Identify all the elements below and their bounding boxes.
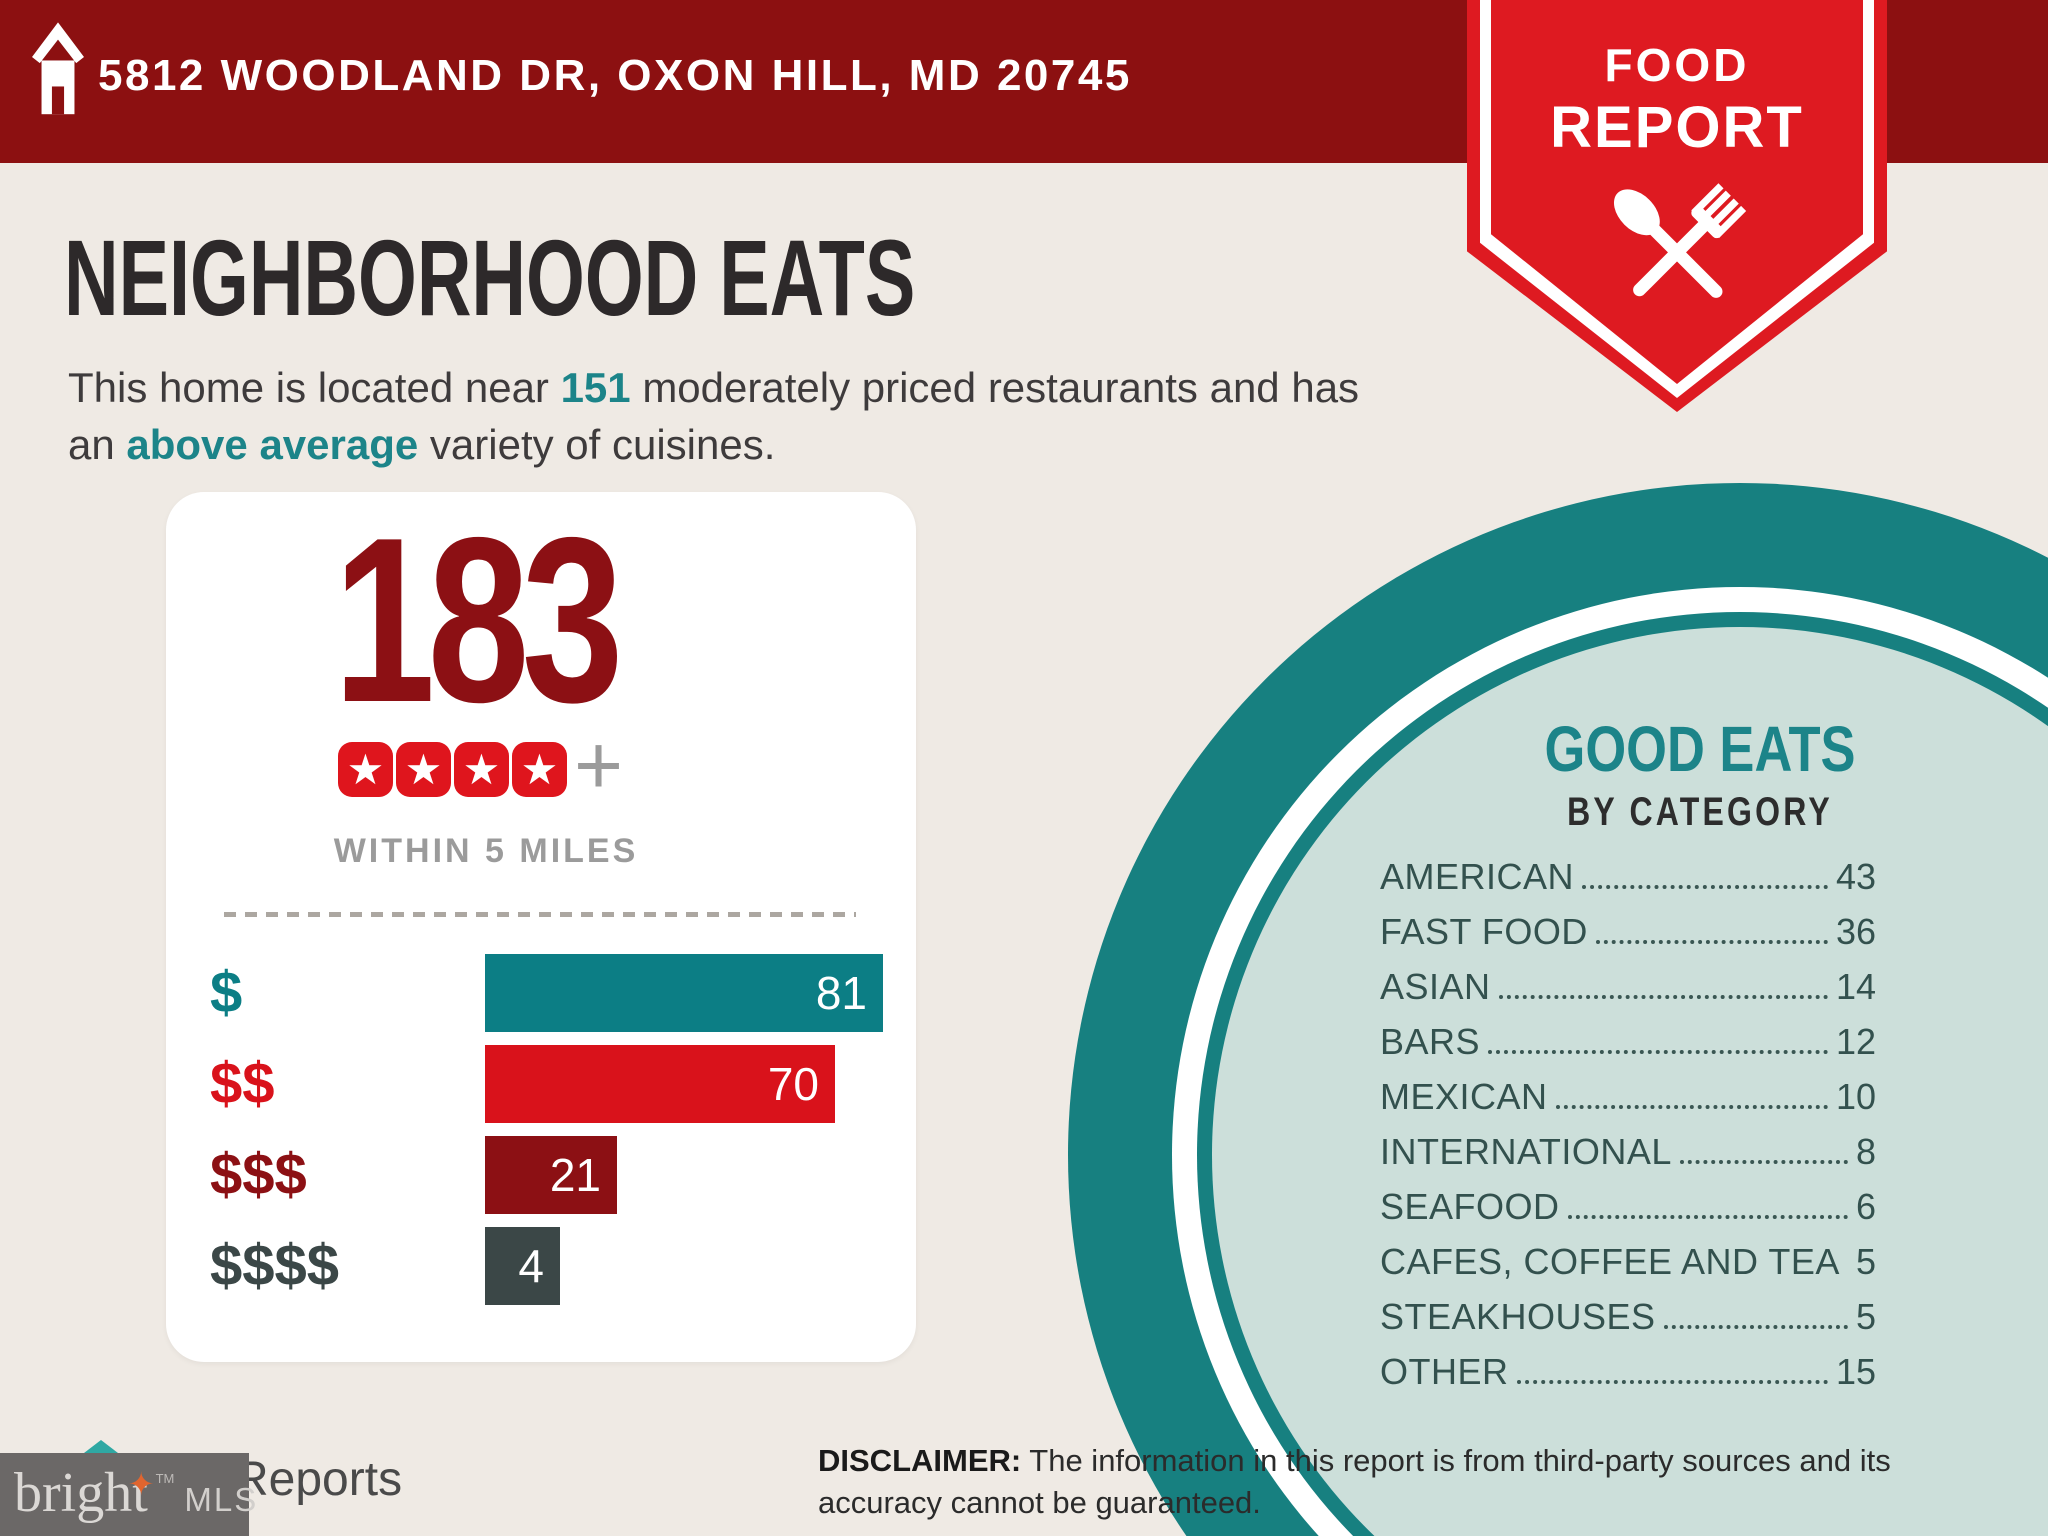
- subtitle-text: variety of cuisines.: [418, 420, 776, 468]
- category-label: ASIAN: [1380, 966, 1491, 1007]
- dotted-leader: [1663, 1325, 1848, 1329]
- star-icon: ★: [338, 742, 393, 797]
- property-address: 5812 WOODLAND DR, OXON HILL, MD 20745: [98, 51, 1132, 100]
- price-bar-value: 21: [549, 1149, 601, 1201]
- price-bar: 21: [485, 1136, 617, 1214]
- category-value: 10: [1835, 1076, 1876, 1117]
- price-bar-row: $$$ 21: [166, 1136, 916, 1214]
- category-label: CAFES, COFFEE AND TEA: [1380, 1241, 1840, 1282]
- subtitle-text: moderately priced restaurants and has an: [68, 364, 1360, 468]
- disclaimer-label: DISCLAIMER:: [818, 1443, 1022, 1478]
- category-value: 6: [1855, 1186, 1876, 1227]
- category-value: 15: [1835, 1351, 1876, 1392]
- dotted-leader: [1516, 1380, 1828, 1384]
- price-bar: 81: [485, 954, 883, 1032]
- star-rating: ★ ★ ★ ★: [338, 742, 567, 797]
- disclaimer-text1: The information in this report is from t…: [1021, 1443, 1891, 1478]
- spoon-fork-crossed-icon: [1613, 183, 1747, 298]
- category-row: AMERICAN 43: [1380, 856, 1876, 911]
- restaurant-count: 183: [333, 488, 623, 751]
- category-label: BARS: [1380, 1021, 1481, 1062]
- category-value: 14: [1835, 966, 1876, 1007]
- category-label: AMERICAN: [1380, 856, 1575, 897]
- category-value: 12: [1835, 1021, 1876, 1062]
- price-bar-value: 81: [815, 967, 867, 1019]
- dotted-leader: [1595, 940, 1828, 944]
- category-value: 36: [1835, 911, 1876, 952]
- price-level-label: $$: [210, 1051, 275, 1116]
- page-subtitle: This home is located near 151 moderately…: [68, 360, 1408, 473]
- category-value: 5: [1855, 1296, 1876, 1337]
- good-eats-heading: GOOD EATS BY CATEGORY: [1420, 712, 1980, 835]
- disclaimer-line2: accuracy cannot be guaranteed.: [818, 1484, 1261, 1520]
- restaurant-summary-card: 183 ★ ★ ★ ★ + WITHIN 5 MILES $81 $$ 70 $$$ 21 $$…: [166, 492, 916, 1362]
- home-icon: [32, 22, 84, 115]
- category-label: OTHER: [1380, 1351, 1509, 1392]
- price-bar: 4: [485, 1227, 560, 1305]
- category-value: 43: [1835, 856, 1876, 897]
- bright-wordmark: bright: [14, 1462, 148, 1524]
- category-row: STEAKHOUSES 5: [1380, 1296, 1876, 1351]
- price-bar: 70: [485, 1045, 835, 1123]
- dotted-leader: [1488, 1050, 1828, 1054]
- radius-note: WITHIN 5 MILES: [333, 832, 639, 870]
- price-bar-row: $$$$ 4: [166, 1227, 916, 1305]
- subtitle-highlight: above average: [126, 420, 419, 468]
- star-icon: ★: [454, 742, 509, 797]
- subtitle-text: This home is located near: [68, 364, 561, 411]
- star-icon: ★: [512, 742, 567, 797]
- category-label: INTERNATIONAL: [1380, 1131, 1672, 1172]
- bright-mls-watermark: bright ✦ TM MLS: [0, 1453, 256, 1536]
- star-icon: ★: [396, 742, 451, 797]
- good-eats-title: GOOD EATS: [1544, 713, 1856, 785]
- reports-logo-text: Reports: [234, 1453, 403, 1506]
- category-row: INTERNATIONAL 8: [1380, 1131, 1876, 1186]
- price-bar-row: $$ 70: [166, 1045, 916, 1123]
- reports-logo-roof-icon: [84, 1440, 118, 1453]
- dotted-leader: [1582, 885, 1828, 889]
- category-row: OTHER 15: [1380, 1351, 1876, 1406]
- dashed-divider: [224, 912, 856, 917]
- category-label: FAST FOOD: [1380, 911, 1588, 952]
- dotted-leader: [1679, 1160, 1848, 1164]
- category-label: SEAFOOD: [1380, 1186, 1560, 1227]
- dotted-leader: [1567, 1215, 1848, 1219]
- price-level-label: $: [210, 960, 243, 1025]
- ribbon-title-line1: FOOD: [1604, 39, 1750, 91]
- category-row: BARS 12: [1380, 1021, 1876, 1076]
- price-bar-value: 70: [767, 1058, 819, 1110]
- disclaimer: DISCLAIMER: The information in this repo…: [818, 1440, 1958, 1524]
- price-level-label: $$$: [210, 1142, 307, 1207]
- rating-plus-sign: +: [574, 718, 624, 812]
- dotted-leader: [1498, 995, 1828, 999]
- category-label: STEAKHOUSES: [1380, 1296, 1656, 1337]
- category-value: 8: [1855, 1131, 1876, 1172]
- category-label: MEXICAN: [1380, 1076, 1548, 1117]
- mls-label: MLS: [184, 1481, 259, 1518]
- subtitle-highlight: 151: [560, 364, 631, 411]
- page-title: NEIGHBORHOOD EATS: [64, 217, 916, 338]
- category-row: ASIAN 14: [1380, 966, 1876, 1021]
- price-bar-value: 4: [518, 1240, 544, 1292]
- category-row: SEAFOOD 6: [1380, 1186, 1876, 1241]
- category-list: AMERICAN 43 FAST FOOD 36 ASIAN 14 BARS 12 MEXICA…: [1380, 856, 1876, 1406]
- trademark-symbol: TM: [155, 1471, 175, 1486]
- category-row: CAFES, COFFEE AND TEA 5: [1380, 1241, 1876, 1296]
- good-eats-subtitle: BY CATEGORY: [1567, 790, 1833, 834]
- dotted-leader: [1555, 1105, 1828, 1109]
- category-row: MEXICAN 10: [1380, 1076, 1876, 1131]
- price-bar-row: $81: [166, 954, 916, 1032]
- disclaimer-line1: DISCLAIMER: The information in this repo…: [818, 1440, 1958, 1482]
- price-level-label: $$$$: [210, 1233, 340, 1298]
- ribbon-title-line2: REPORT: [1550, 95, 1804, 160]
- category-value: 5: [1855, 1241, 1876, 1282]
- category-row: FAST FOOD 36: [1380, 911, 1876, 966]
- food-report-ribbon: FOOD REPORT: [1467, 0, 1887, 412]
- bright-star-icon: ✦: [127, 1466, 155, 1502]
